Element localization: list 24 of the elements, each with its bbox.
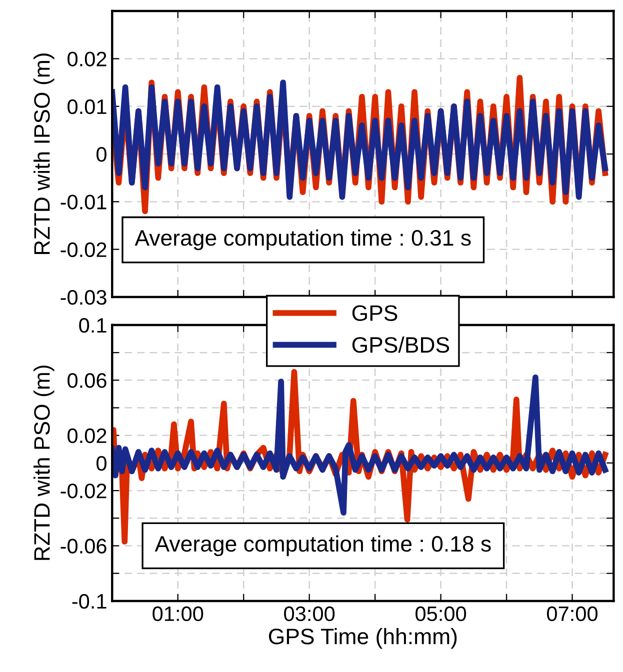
- legend-label: GPS/BDS: [352, 336, 450, 353]
- y-tick-label: -0.1: [72, 594, 106, 609]
- y-tick-label: -0.03: [60, 290, 106, 305]
- annotation: Average computation time : 0.31 s: [134, 229, 471, 250]
- y-tick-label: -0.01: [60, 194, 106, 210]
- y-axis-title: RZTD with IPSO (m): [34, 54, 54, 254]
- y-tick-label: 0.01: [68, 99, 106, 114]
- y-tick-label: 0: [96, 147, 106, 162]
- y-tick-label: 0.1: [79, 318, 106, 333]
- y-tick-label: 0.02: [68, 52, 106, 66]
- legend-label: GPS: [352, 305, 398, 321]
- x-axis-title: GPS Time (hh:mm): [268, 628, 457, 649]
- x-tick-label: 07:00: [546, 606, 598, 622]
- y-tick-label: -0.02: [60, 484, 106, 498]
- x-tick-label: 01:00: [152, 606, 204, 622]
- x-tick-label: 03:00: [284, 606, 335, 622]
- y-tick-label: -0.02: [60, 242, 106, 258]
- y-tick-label: 0.06: [68, 373, 106, 388]
- y-tick-label: 0: [96, 456, 106, 471]
- annotation: Average computation time : 0.18 s: [154, 535, 491, 556]
- y-axis-title: RZTD with PSO (m): [34, 366, 54, 560]
- y-tick-label: -0.06: [60, 538, 106, 554]
- x-tick-label: 05:00: [416, 606, 466, 622]
- y-tick-label: 0.02: [68, 428, 106, 444]
